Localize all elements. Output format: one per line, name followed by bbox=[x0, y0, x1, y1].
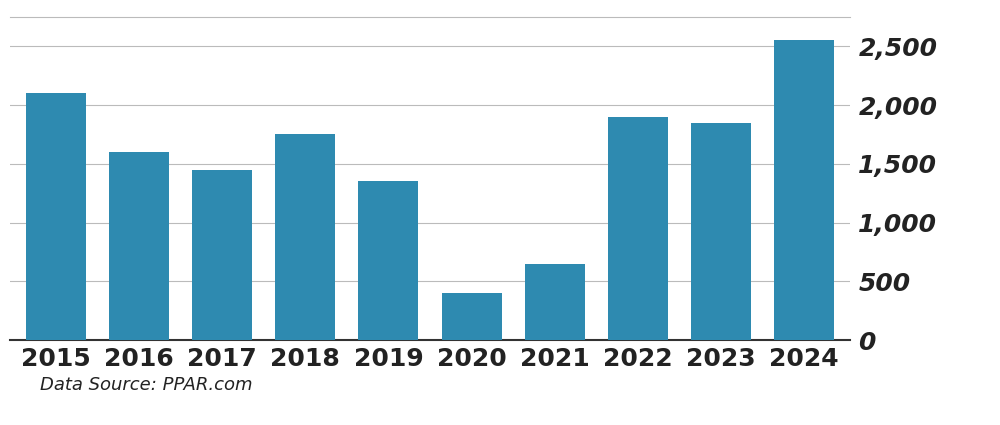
Bar bbox=[774, 40, 834, 340]
Bar bbox=[608, 117, 668, 340]
Bar bbox=[691, 123, 751, 340]
Text: Data Source: PPAR.com: Data Source: PPAR.com bbox=[40, 376, 252, 394]
Bar bbox=[442, 293, 502, 340]
Bar bbox=[525, 264, 585, 340]
Bar bbox=[109, 152, 169, 340]
Text: DEC. 2024: DEC. 2024 bbox=[702, 369, 878, 398]
Bar bbox=[192, 170, 252, 340]
Bar bbox=[275, 134, 335, 340]
Bar bbox=[26, 94, 86, 340]
Bar bbox=[358, 181, 418, 340]
